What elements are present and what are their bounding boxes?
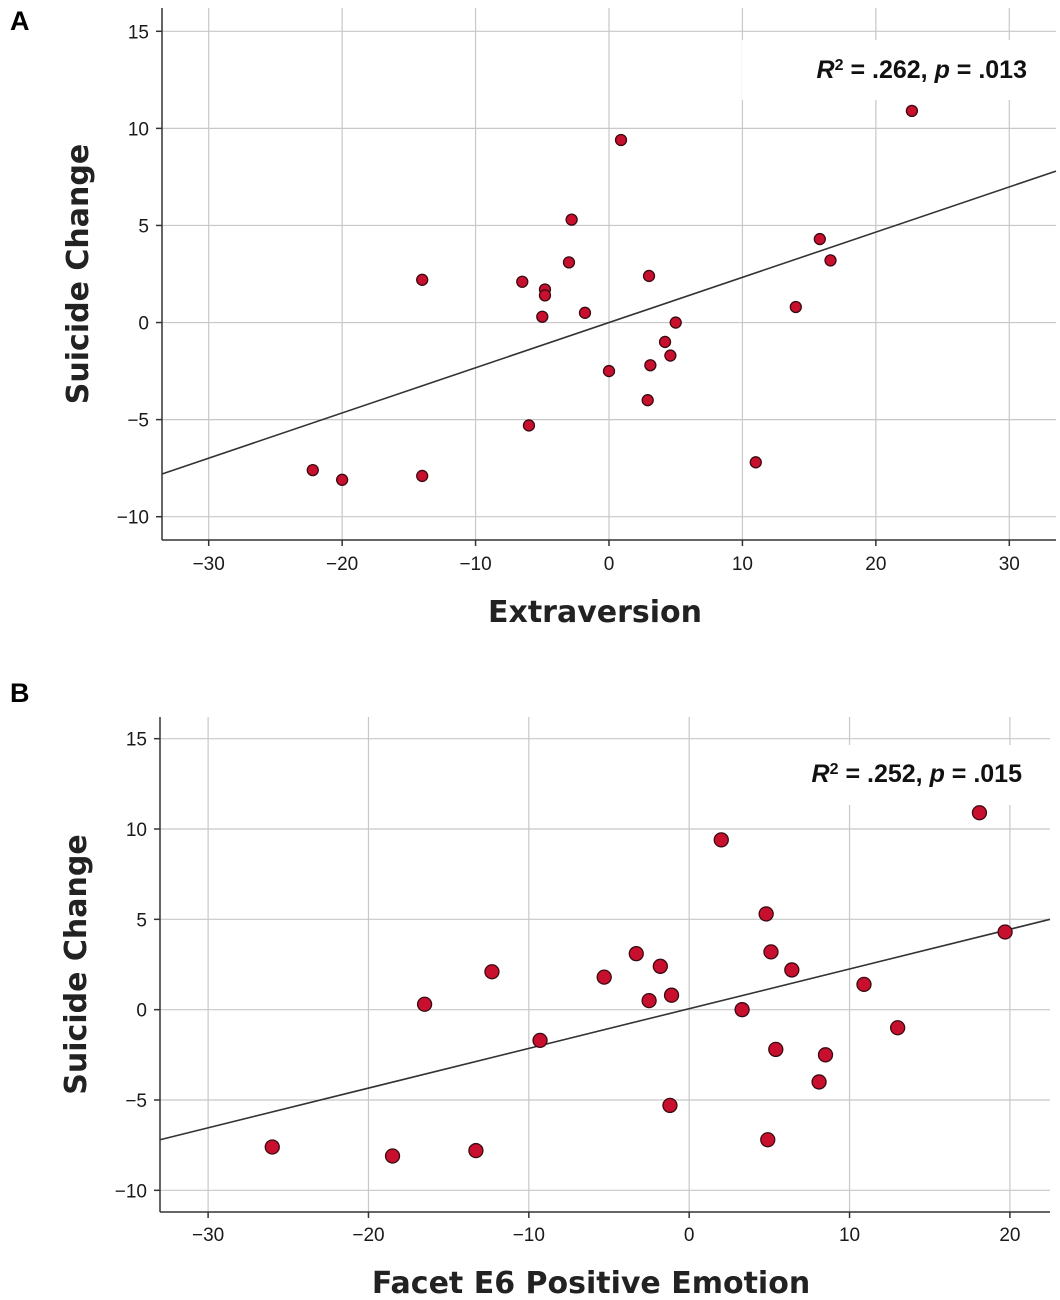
chart-b-point-9 <box>641 992 657 1009</box>
chart-b-point-8 <box>628 946 644 962</box>
chart-a-xtick-label: 20 <box>865 554 886 575</box>
chart-b-point-18 <box>768 1041 784 1058</box>
chart-b-fit-line <box>159 918 1051 1141</box>
chart-b-annotation-p-value: = .015 <box>945 760 1022 788</box>
chart-a: A −30 −20 −10 0 10 20 30 15 10 5 0 −5 −10 Extraversion… <box>10 6 1057 630</box>
chart-a-point-19 <box>664 349 677 362</box>
chart-b-y-axis-title: Suicide Change <box>59 834 94 1094</box>
chart-a-ytick-label: 10 <box>128 119 149 140</box>
chart-a-point-3 <box>416 273 429 286</box>
chart-a-ytick-label: 0 <box>138 314 149 335</box>
chart-b-annotation: R2 = .252, p = .015 <box>812 760 1023 788</box>
chart-a-annotation: R2 = .262, p = .013 <box>817 56 1027 84</box>
chart-a-point-22 <box>789 300 802 314</box>
chart-a-point-21 <box>749 456 762 469</box>
chart-b-ytick-label: 15 <box>126 730 147 751</box>
chart-a-point-14 <box>614 133 628 147</box>
chart-b-xtick-label: 10 <box>839 1225 860 1246</box>
chart-a-xtick-label: −20 <box>326 554 358 575</box>
chart-a-point-1 <box>306 463 319 477</box>
chart-b-point-5 <box>484 964 500 980</box>
chart-a-point-20 <box>669 316 682 329</box>
chart-b-annotation-p-symbol: p <box>929 760 945 788</box>
chart-b-point-2 <box>384 1148 401 1164</box>
chart-a-y-axis-title: Suicide Change <box>61 144 96 404</box>
chart-b-point-6 <box>532 1032 548 1049</box>
chart-a-point-5 <box>516 275 529 288</box>
chart-a-point-2 <box>335 473 349 486</box>
chart-b-xtick-label: −20 <box>352 1225 384 1246</box>
chart-a-ytick-label: −5 <box>127 411 149 432</box>
chart-b-ytick-label: −5 <box>125 1091 147 1112</box>
chart-a-ytick-label: 15 <box>128 22 149 43</box>
chart-a-annotation-p-symbol: p <box>934 56 950 84</box>
chart-a-panel-label: A <box>10 6 30 36</box>
chart-a-annotation-r-symbol: R <box>817 56 835 84</box>
chart-b-ytick-label: 10 <box>126 820 147 841</box>
chart-a-point-9 <box>536 310 549 323</box>
chart-b-point-14 <box>734 1002 750 1018</box>
chart-b-xtick-label: −10 <box>513 1225 545 1246</box>
chart-a-annotation-r-value: = .262, <box>844 56 935 84</box>
chart-b-annotation-r-superscript: 2 <box>830 761 839 778</box>
chart-b-point-19 <box>784 962 800 978</box>
chart-a-xtick-label: −30 <box>193 554 225 575</box>
chart-a-point-6 <box>522 419 536 432</box>
chart-a-point-4 <box>416 469 429 483</box>
chart-a-xtick-label: 0 <box>604 554 615 575</box>
chart-a-point-25 <box>905 104 919 118</box>
chart-b-point-13 <box>713 832 729 848</box>
chart-a-annotation-r-superscript: 2 <box>835 57 844 74</box>
chart-b-ytick-label: 5 <box>136 910 147 931</box>
chart-b-xtick-label: −30 <box>192 1225 224 1246</box>
chart-b-xtick-label: 20 <box>999 1225 1020 1246</box>
chart-a-point-10 <box>562 256 576 269</box>
chart-b-point-12 <box>662 1097 678 1114</box>
chart-a-x-axis-title: Extraversion <box>488 595 702 630</box>
chart-b: B −30 −20 −10 0 10 20 15 10 5 0 −5 −10 Facet E6 Posit… <box>10 678 1051 1300</box>
chart-b-point-3 <box>416 996 433 1012</box>
chart-a-point-12 <box>578 306 592 319</box>
chart-b-point-16 <box>763 944 779 960</box>
chart-b-point-25 <box>997 924 1013 940</box>
chart-b-point-21 <box>817 1047 834 1063</box>
chart-a-xtick-label: 10 <box>732 554 753 575</box>
chart-a-point-15 <box>642 269 656 283</box>
chart-a-fit-line <box>161 170 1057 475</box>
chart-a-xtick-label: −10 <box>459 554 491 575</box>
chart-b-point-15 <box>758 906 774 922</box>
chart-a-ytick-label: −10 <box>117 508 149 529</box>
chart-b-ytick-label: 0 <box>136 1001 147 1022</box>
chart-a-annotation-p-value: = .013 <box>950 56 1027 84</box>
chart-a-point-16 <box>644 359 657 372</box>
chart-a-point-23 <box>813 232 826 246</box>
chart-b-point-24 <box>971 805 988 821</box>
chart-b-point-4 <box>468 1142 484 1159</box>
chart-b-annotation-r-symbol: R <box>812 760 830 788</box>
chart-b-annotation-bg <box>746 745 1048 805</box>
chart-a-ytick-label: 5 <box>138 216 149 237</box>
chart-a-point-18 <box>658 335 672 349</box>
chart-b-x-axis-title: Facet E6 Positive Emotion <box>372 1266 810 1300</box>
chart-a-point-8 <box>538 289 552 302</box>
chart-b-point-11 <box>663 987 680 1003</box>
chart-a-point-17 <box>641 394 654 407</box>
chart-b-ytick-label: −10 <box>115 1181 147 1202</box>
chart-b-xtick-label: 0 <box>684 1225 695 1246</box>
chart-b-point-7 <box>596 969 612 985</box>
chart-b-annotation-r-value: = .252, <box>839 760 930 788</box>
chart-a-point-11 <box>565 213 578 226</box>
chart-a-xtick-label: 30 <box>999 554 1020 575</box>
chart-b-point-17 <box>760 1132 776 1148</box>
chart-a-point-24 <box>824 254 837 267</box>
chart-a-point-13 <box>602 364 616 378</box>
chart-b-point-22 <box>856 976 872 993</box>
chart-b-panel-label: B <box>10 678 30 708</box>
chart-b-point-1 <box>264 1139 280 1155</box>
chart-a-annotation-bg <box>742 40 1054 100</box>
chart-b-point-10 <box>652 958 668 974</box>
chart-b-point-20 <box>811 1074 827 1090</box>
chart-b-point-23 <box>890 1020 906 1036</box>
